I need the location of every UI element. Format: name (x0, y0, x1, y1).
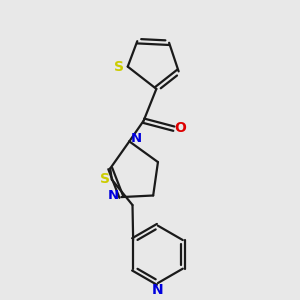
Text: N: N (131, 132, 142, 146)
Text: O: O (174, 121, 186, 135)
Text: N: N (152, 283, 163, 297)
Text: S: S (100, 172, 110, 186)
Text: N: N (108, 189, 119, 202)
Text: S: S (114, 60, 124, 74)
